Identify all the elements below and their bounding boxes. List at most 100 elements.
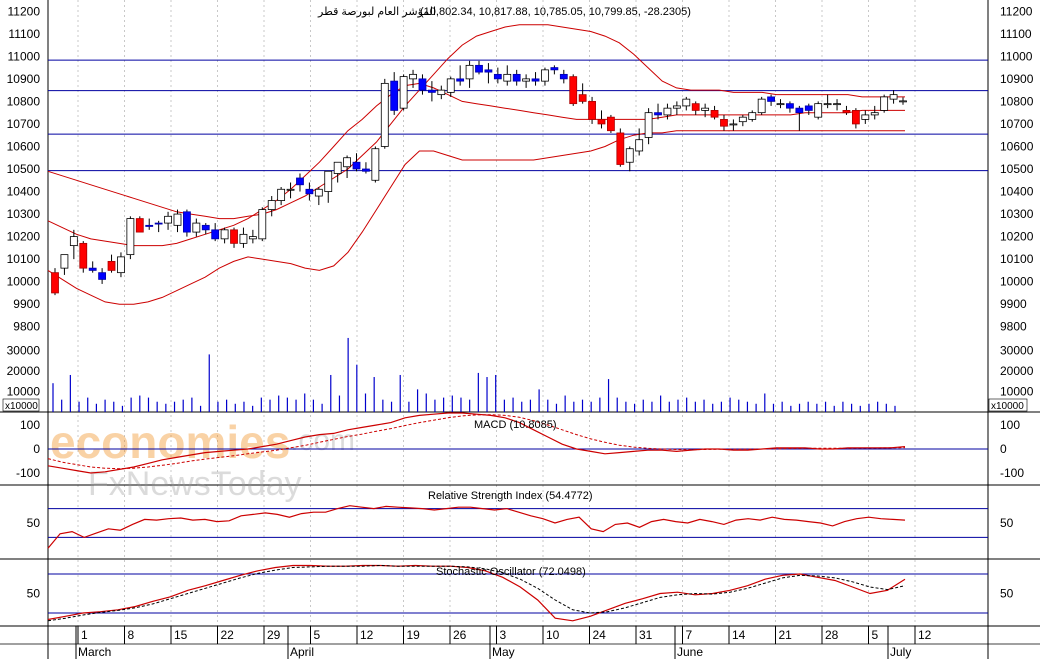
- price-tick-left: 9800: [13, 320, 40, 334]
- rsi-panel-lines: [47, 505, 988, 549]
- price-tick-right: 10900: [1000, 72, 1034, 86]
- candle-body: [277, 188, 286, 201]
- candle-body: [738, 116, 747, 123]
- candle-body: [691, 103, 700, 111]
- instrument-name: المؤشر العام لبورصة قطر: [317, 6, 436, 18]
- x-day-label: 31: [639, 628, 653, 642]
- candle-body: [399, 76, 408, 109]
- price-tick-left: 10600: [7, 139, 41, 153]
- candle-body: [211, 229, 220, 240]
- watermark-line1-suffix: .com: [290, 424, 355, 457]
- volume-unit-right: x10000: [991, 401, 1024, 412]
- x-day-label: 8: [128, 628, 135, 642]
- candle-body: [625, 148, 634, 163]
- macd-tick-right: 0: [1000, 442, 1007, 456]
- candle-body: [701, 107, 710, 111]
- candle-body: [456, 78, 465, 82]
- price-tick-left: 10500: [7, 162, 41, 176]
- volume-unit-box-left: [2, 398, 40, 412]
- candle-body: [720, 119, 728, 127]
- candle-body: [343, 157, 351, 168]
- price-tick-right: 11200: [1000, 4, 1033, 18]
- x-day-label: 19: [407, 628, 421, 642]
- candle-body: [635, 139, 644, 152]
- bollinger-middle-line: [47, 82, 905, 247]
- price-tick-right: 10500: [1000, 162, 1034, 176]
- candle-body: [380, 82, 389, 147]
- candle-body: [201, 224, 210, 231]
- price-tick-left: 10200: [7, 230, 41, 244]
- candle-body: [173, 213, 182, 226]
- candle-body: [512, 73, 521, 82]
- candle-body: [248, 236, 257, 240]
- candle-body: [314, 188, 323, 197]
- candle-body: [833, 103, 841, 106]
- candle-body: [851, 110, 860, 125]
- x-day-label: 22: [221, 628, 235, 642]
- price-tick-left: 10000: [7, 275, 41, 289]
- candle-body: [126, 218, 135, 256]
- candle-body: [154, 222, 163, 225]
- candle-body: [607, 116, 615, 132]
- candle-body: [682, 98, 691, 107]
- candle-body: [880, 96, 889, 111]
- candle-body: [541, 69, 549, 82]
- candle-body: [644, 112, 653, 138]
- candle-body: [767, 96, 775, 102]
- x-day-label: 28: [825, 628, 839, 642]
- candle-body: [362, 168, 370, 172]
- x-month-label: March: [78, 645, 111, 659]
- price-tick-right: 10300: [1000, 207, 1034, 221]
- candle-body: [465, 64, 474, 80]
- macd-title: MACD (10.8085): [474, 419, 557, 431]
- candle-body: [352, 161, 361, 170]
- candle-body: [60, 254, 69, 269]
- price-tick-right: 10600: [1000, 139, 1034, 153]
- watermark-line1: economies: [50, 416, 290, 468]
- volume-bars: [52, 337, 896, 412]
- watermark-line2: FxNewsToday: [88, 465, 302, 503]
- candlesticks: [51, 60, 907, 296]
- x-month-label: June: [677, 645, 703, 659]
- candle-body: [145, 224, 154, 227]
- candle-body: [164, 215, 172, 224]
- candle-body: [569, 76, 578, 105]
- x-day-label: 3: [500, 628, 507, 642]
- volume-tick-left: 20000: [7, 364, 41, 378]
- price-tick-left: 10100: [7, 252, 41, 266]
- macd-tick-right: 100: [1000, 418, 1020, 432]
- x-day-label: 24: [593, 628, 607, 642]
- stochastic-k-line: [47, 564, 906, 622]
- candle-body: [842, 110, 851, 114]
- price-tick-right: 10400: [1000, 185, 1034, 199]
- rsi-title: Relative Strength Index (54.4772): [428, 490, 593, 502]
- price-tick-right: 9800: [1000, 320, 1027, 334]
- candle-body: [786, 103, 794, 109]
- x-day-label: 12: [918, 628, 932, 642]
- price-tick-left: 10800: [7, 94, 41, 108]
- macd-panel-lines: [47, 412, 988, 474]
- price-tick-left: 10400: [7, 185, 41, 199]
- macd-tick-left: -100: [16, 466, 40, 480]
- volume-tick-left: 10000: [7, 384, 41, 398]
- candle-body: [493, 73, 502, 80]
- candle-body: [578, 94, 587, 102]
- candle-body: [484, 69, 493, 73]
- x-day-label: 10: [546, 628, 560, 642]
- watermark: economies .com FxNewsToday: [50, 416, 355, 503]
- volume-tick-right: 20000: [1000, 364, 1034, 378]
- candle-body: [88, 267, 97, 271]
- candle-body: [503, 73, 512, 82]
- candle-body: [550, 67, 559, 71]
- volume-unit-left: x10000: [5, 401, 38, 412]
- candle-body: [296, 177, 304, 186]
- candle-body: [475, 64, 483, 73]
- candle-body: [814, 103, 823, 118]
- candle-body: [522, 78, 531, 82]
- price-tick-right: 10100: [1000, 252, 1034, 266]
- candle-body: [220, 229, 229, 240]
